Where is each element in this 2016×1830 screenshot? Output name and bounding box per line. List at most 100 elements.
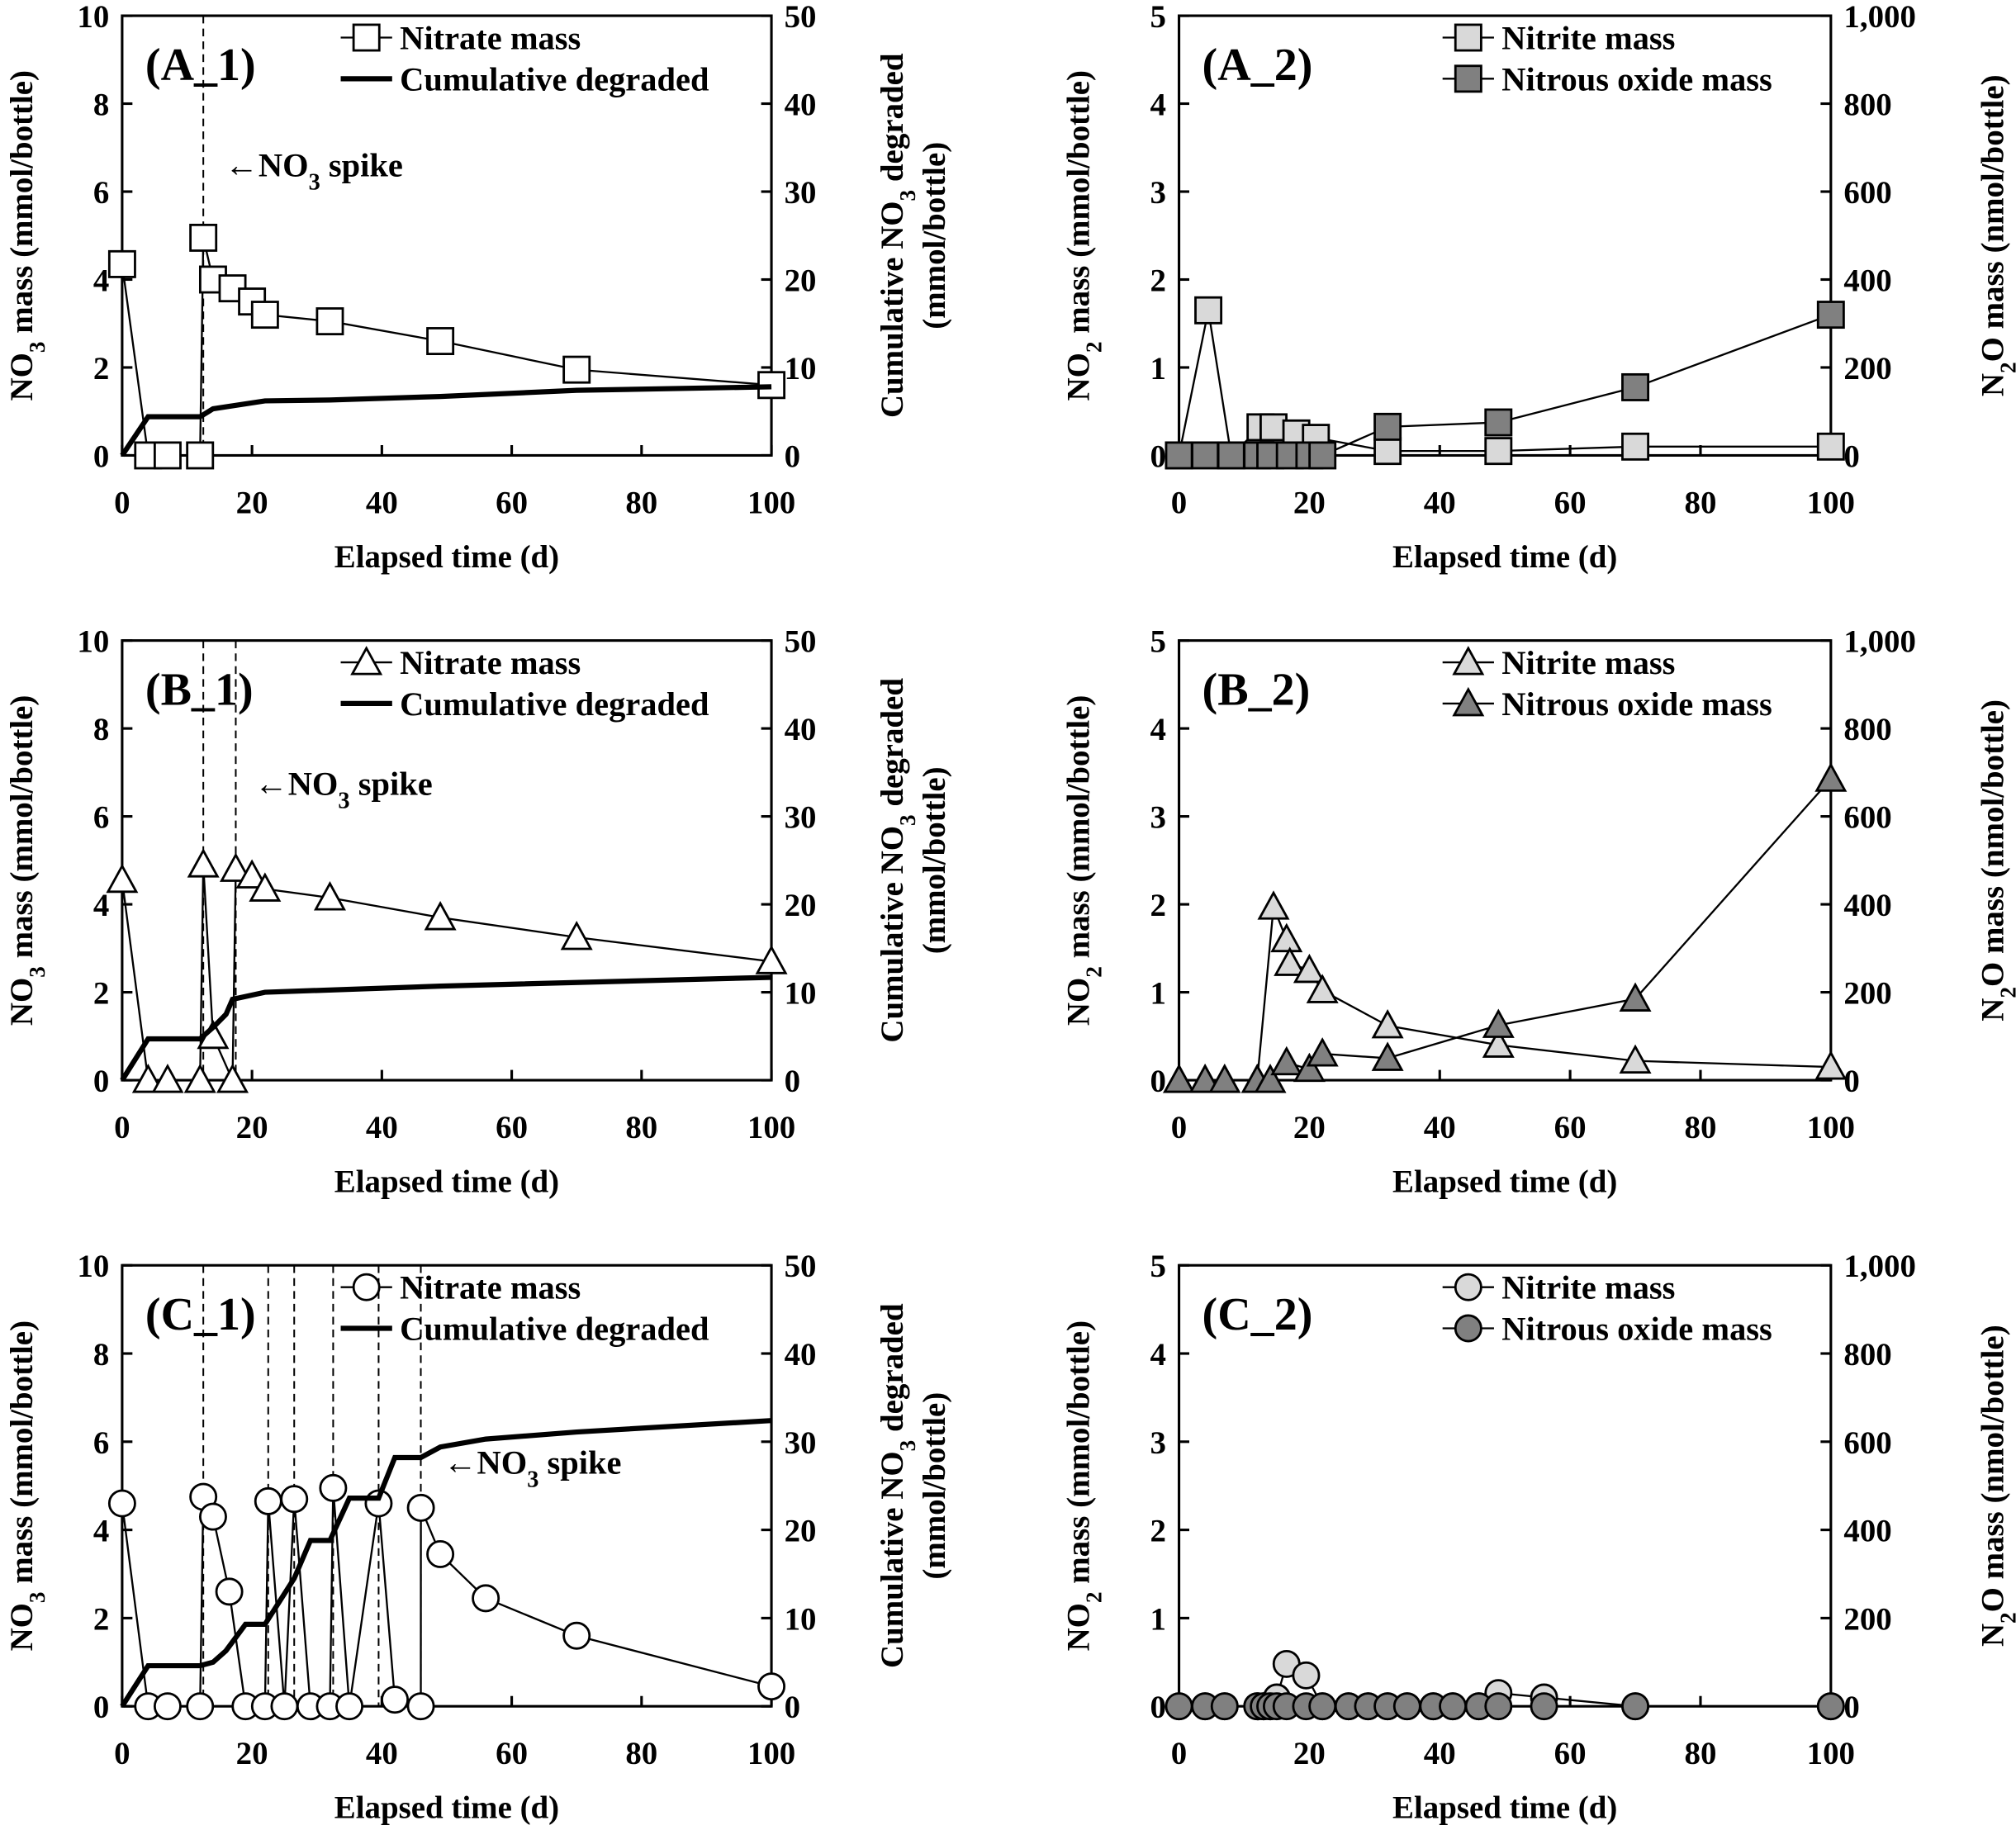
y-tick-label: 10 [77,0,109,35]
y2-tick-label: 200 [1843,976,1891,1012]
legend-label: Nitrite mass [1501,644,1675,681]
data-point [315,307,344,336]
y2-tick-label: 600 [1843,175,1891,211]
data-point [1208,1064,1241,1093]
data-point [186,1692,215,1721]
data-point [755,945,788,974]
y-tick-label: 10 [77,624,109,660]
series-nitrous-oxide-mass [1163,762,1848,1093]
data-point [472,1584,500,1613]
legend-entry: Nitrous oxide mass [1442,1311,1772,1348]
y-tick-label: 3 [1150,800,1166,836]
legend-marker [1454,1273,1482,1301]
panel-label: (C_1) [145,1289,256,1340]
y2-tick-label: 800 [1843,1337,1891,1372]
data-point [1308,1692,1337,1721]
legend-marker [1452,686,1485,717]
x-tick-label: 20 [1293,1110,1326,1145]
legend-marker [352,23,381,52]
x-tick-label: 80 [625,486,657,521]
y-tick-label: 2 [93,1601,109,1637]
series-nitrate-mass [106,848,788,1093]
data-point [249,872,282,902]
x-tick-label: 40 [1424,486,1456,521]
legend-entry: Nitrite mass [1442,1269,1675,1306]
legend-marker [352,1273,381,1301]
data-point [1814,1050,1848,1080]
y2-tick-label: 40 [785,1337,817,1372]
plot-frame [121,1263,773,1708]
legend-label: Nitrate mass [400,1269,581,1306]
y2-tick-label: 20 [785,263,817,299]
y2-tick-label: 200 [1843,351,1891,386]
legend-label: Cumulative degraded [400,1311,709,1348]
y2-tick-label: 400 [1843,1514,1891,1549]
y2-tick-label: 1,000 [1843,624,1916,660]
x-tick-label: 60 [1554,1110,1587,1145]
plot-frame [121,14,773,458]
x-axis-label: Elapsed time (d) [334,1164,559,1199]
data-point [270,1692,299,1721]
x-tick-label: 80 [1685,1736,1717,1771]
data-point [1530,1692,1558,1721]
x-tick-label: 100 [747,486,795,521]
y2-tick-label: 0 [785,1690,800,1725]
data-point [1371,1008,1404,1039]
y-tick-label: 8 [93,712,109,747]
panel-label: (A_2) [1202,40,1313,91]
x-axis-label: Elapsed time (d) [1392,1790,1617,1826]
y-axis-label: NO3 mass (mmol/bottle) [4,70,50,401]
y-axis-label: NO2 mass (mmol/bottle) [1061,70,1107,401]
data-point [1482,1008,1515,1038]
data-point [250,301,279,329]
y2-tick-label: 0 [1843,439,1859,474]
y-tick-label: 2 [93,976,109,1012]
series-line [120,384,772,458]
y2-tick-label: 0 [1843,1690,1859,1725]
y2-tick-label: 0 [785,1064,800,1099]
data-point [1816,301,1845,329]
series-nitrite-mass [1163,890,1848,1093]
data-point [153,441,182,470]
data-point [426,327,455,355]
y-tick-label: 4 [1150,88,1166,123]
data-point [107,249,136,278]
data-point [1621,432,1650,461]
data-point [381,1685,410,1714]
data-point [757,1672,786,1701]
panel-a_2: 0 1 2 3 4 5 0 200 400 600 800 1,000 0 20 40 60 80 100 Elap… [1061,0,2016,575]
legend-label: Nitrite mass [1501,1269,1675,1306]
x-tick-label: 40 [1424,1110,1456,1145]
data-point [1619,1044,1652,1074]
y2-tick-label: 1,000 [1843,1249,1916,1284]
panel-label: (B_2) [1202,664,1311,715]
y2-tick-label: 400 [1843,888,1891,923]
data-point [1163,1064,1196,1093]
y-tick-label: 4 [93,1514,109,1549]
panel-label: (C_2) [1202,1289,1313,1340]
legend-entry: Cumulative degraded [340,1311,709,1348]
y2-tick-label: 10 [785,1601,817,1637]
series-nitrate-mass [107,1473,786,1721]
data-point [1621,372,1650,401]
y-axis-label: NO3 mass (mmol/bottle) [4,695,50,1026]
y-axis-label: NO3 mass (mmol/bottle) [4,1320,50,1651]
x-axis-label: Elapsed time (d) [1392,539,1617,575]
y2-axis-label: Cumulative NO3 degraded [875,53,920,418]
y-tick-label: 10 [77,1249,109,1284]
plot-frame [1177,639,1833,1082]
legend-label: Nitrous oxide mass [1501,1311,1772,1348]
series-cumulative-degraded [120,1418,772,1708]
series-line [120,974,772,1082]
x-tick-label: 60 [1554,486,1587,521]
x-tick-label: 20 [1293,1736,1326,1771]
series-line [120,1418,772,1708]
x-tick-label: 40 [1424,1736,1456,1771]
x-tick-label: 0 [1171,486,1187,521]
data-point [313,881,346,911]
x-tick-label: 40 [366,1110,398,1145]
data-point [151,1064,184,1093]
panel-b_2: 0 1 2 3 4 5 0 200 400 600 800 1,000 0 20 40 60 80 100 Elap… [1061,624,2016,1200]
